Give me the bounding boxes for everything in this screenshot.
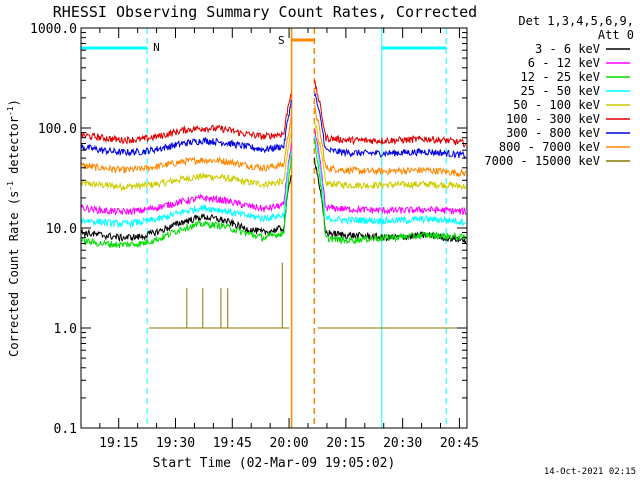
y-tick-label: 10.0 — [46, 222, 77, 237]
series-line-50-100kev — [80, 132, 292, 192]
series-line-12-25kev — [313, 139, 467, 245]
series-line-300-800kev — [313, 92, 466, 160]
y-tick-label: 0.1 — [54, 422, 77, 437]
series-line-50-100kev — [313, 120, 467, 190]
x-tick-label: 19:15 — [99, 436, 138, 451]
saa-flag-label: S — [278, 34, 285, 47]
x-tick-label: 20:45 — [440, 436, 479, 451]
legend-header-2: Att 0 — [598, 28, 634, 42]
y-label-end: ) — [7, 99, 21, 106]
chart-title: RHESSI Observing Summary Count Rates, Co… — [53, 3, 477, 21]
y-label-sup2: -1 — [6, 106, 15, 116]
series-line-6-12kev — [80, 143, 292, 216]
series-line-300-800kev — [80, 100, 292, 157]
y-tick-label: 1.0 — [54, 322, 77, 337]
y-label-mid: detector — [7, 116, 21, 181]
legend-entry-label: 6 - 12 keV — [528, 56, 600, 70]
series-layer — [80, 79, 467, 329]
legend-entry-label: 300 - 800 keV — [506, 126, 600, 140]
legend-entry-label: 50 - 100 keV — [513, 98, 600, 112]
series-line-800-7000kev — [81, 114, 292, 174]
x-axis-label: Start Time (02-Mar-09 19:05:02) — [153, 456, 396, 471]
series-line-12-25kev — [81, 156, 292, 249]
x-tick-label: 20:15 — [326, 436, 365, 451]
flag-layer: NS — [80, 28, 447, 428]
legend-entry-label: 3 - 6 keV — [535, 42, 600, 56]
y-axis-label: Corrected Count Rate (s-1 detector-1) — [6, 99, 21, 357]
series-line-800-7000kev — [313, 104, 467, 178]
legend-header-1: Det 1,3,4,5,6,9, — [518, 14, 634, 28]
axis-layer: 0.1 1.0 10.0 100.0 1000.0 19:15 19:30 19:45 20:0… — [30, 22, 479, 451]
y-tick-label: 100.0 — [38, 122, 77, 137]
series-line-25-50kev — [313, 135, 467, 227]
night-flag-label: N — [153, 41, 160, 54]
series-line-25-50kev — [80, 150, 292, 229]
series-line-100-300kev — [313, 79, 467, 148]
footer-timestamp: 14-Oct-2021 02:15 — [544, 467, 636, 477]
x-tick-label: 19:45 — [213, 436, 252, 451]
x-tick-label: 19:30 — [156, 436, 195, 451]
legend-entry-label: 12 - 25 keV — [521, 70, 600, 84]
y-label-sup1: -1 — [6, 181, 15, 191]
legend-entry-label: 800 - 7000 keV — [499, 140, 600, 154]
series-line-100-300kev — [80, 93, 292, 145]
series-line-3-6kev — [80, 175, 292, 243]
legend-entry-label: 7000 - 15000 keV — [484, 154, 600, 168]
x-tick-label: 20:00 — [270, 436, 309, 451]
y-tick-label: 1000.0 — [30, 22, 77, 37]
x-tick-label: 20:30 — [383, 436, 422, 451]
series-line-6-12kev — [314, 129, 467, 216]
legend-entry-label: 100 - 300 keV — [506, 112, 600, 126]
legend-entry-label: 25 - 50 keV — [521, 84, 600, 98]
y-label-main: Corrected Count Rate (s — [7, 191, 21, 357]
